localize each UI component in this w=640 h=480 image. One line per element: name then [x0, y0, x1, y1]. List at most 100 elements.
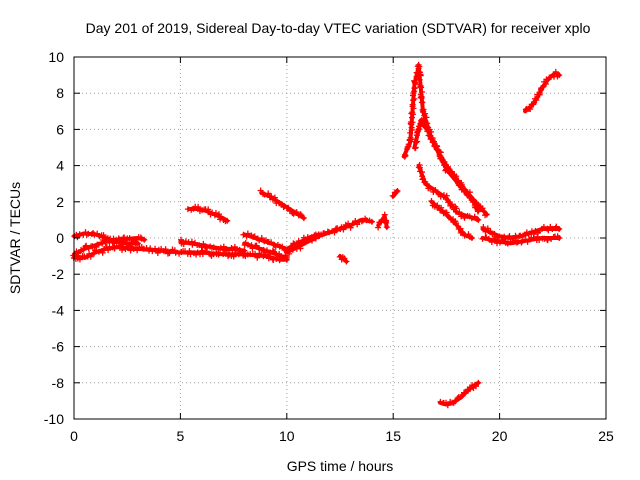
data-point: [452, 398, 459, 405]
data-point: [121, 234, 128, 241]
data-point: [480, 208, 487, 215]
data-point: [536, 236, 543, 243]
data-point: [480, 223, 487, 230]
data-point: [270, 256, 277, 263]
data-point: [95, 241, 102, 248]
data-point: [243, 233, 250, 240]
data-point: [433, 142, 440, 149]
data-point: [80, 246, 87, 253]
data-point: [463, 190, 470, 197]
series-arc-11: [375, 211, 390, 231]
data-point: [468, 235, 475, 241]
data-point: [487, 228, 494, 235]
data-point: [453, 220, 460, 227]
x-axis-label: GPS time / hours: [287, 458, 394, 474]
data-point: [195, 203, 202, 210]
data-point: [383, 224, 390, 231]
data-point: [458, 181, 465, 188]
data-point: [423, 180, 430, 187]
data-point: [448, 201, 455, 208]
data-point: [493, 240, 500, 247]
data-point: [473, 216, 480, 223]
data-point: [254, 254, 261, 261]
data-point: [231, 243, 238, 250]
series-arc-9: [284, 215, 375, 257]
data-point: [475, 216, 482, 223]
data-point: [416, 63, 423, 70]
data-point: [312, 235, 319, 242]
data-point: [300, 215, 307, 222]
data-point: [445, 199, 452, 206]
data-point: [506, 232, 513, 239]
data-point: [100, 232, 107, 239]
data-point: [341, 255, 348, 262]
data-point: [302, 238, 309, 245]
x-tick-label: 20: [492, 428, 508, 444]
data-point: [87, 253, 94, 260]
data-point: [105, 247, 112, 254]
series-arc-15: [415, 161, 482, 223]
data-point: [91, 231, 98, 238]
data-point: [405, 143, 412, 150]
data-point: [389, 192, 396, 199]
data-point: [456, 209, 463, 216]
data-point: [215, 211, 222, 218]
y-tick-label: 4: [56, 158, 64, 174]
data-point: [552, 68, 559, 75]
data-point: [220, 243, 227, 250]
data-point: [229, 247, 236, 254]
data-point: [401, 151, 408, 158]
data-point: [141, 236, 148, 243]
data-point: [123, 240, 130, 247]
data-point: [525, 231, 532, 238]
y-tick-label: -2: [52, 266, 65, 282]
data-point: [519, 238, 526, 245]
data-point: [418, 99, 425, 106]
data-point: [134, 247, 141, 254]
data-point: [461, 232, 468, 239]
data-point: [134, 240, 141, 247]
data-point: [479, 235, 486, 242]
data-point: [475, 379, 482, 386]
data-point: [265, 255, 272, 262]
data-point: [448, 168, 455, 175]
data-point: [479, 205, 486, 212]
data-point: [437, 153, 444, 160]
data-point: [539, 84, 546, 91]
data-point: [483, 211, 490, 218]
data-point: [492, 236, 499, 243]
data-point: [383, 219, 390, 226]
data-point: [434, 202, 441, 209]
data-point: [461, 390, 468, 397]
data-point: [265, 190, 272, 197]
data-point: [269, 247, 276, 254]
data-point: [414, 129, 421, 136]
x-tick-label: 0: [70, 428, 78, 444]
data-point: [251, 233, 258, 240]
data-point: [358, 218, 365, 225]
data-point: [91, 244, 98, 251]
data-point: [289, 246, 296, 253]
data-point: [411, 77, 418, 84]
data-point: [375, 224, 382, 231]
data-point: [549, 226, 556, 233]
data-point: [454, 395, 461, 402]
data-point: [534, 233, 541, 240]
data-point: [258, 235, 265, 242]
y-tick-label: -10: [44, 411, 64, 427]
data-point: [418, 84, 425, 91]
data-point: [186, 247, 193, 254]
data-point: [82, 243, 89, 250]
data-point: [268, 193, 275, 200]
data-point: [331, 229, 338, 236]
data-point: [295, 237, 302, 244]
x-tick-label: 10: [279, 428, 295, 444]
data-point: [540, 223, 547, 230]
data-point: [488, 239, 495, 246]
y-tick-label: 0: [56, 230, 64, 246]
data-point: [413, 139, 420, 146]
data-point: [530, 100, 537, 107]
data-point: [556, 235, 563, 241]
data-point: [414, 138, 421, 145]
series-arc-10: [336, 253, 350, 265]
